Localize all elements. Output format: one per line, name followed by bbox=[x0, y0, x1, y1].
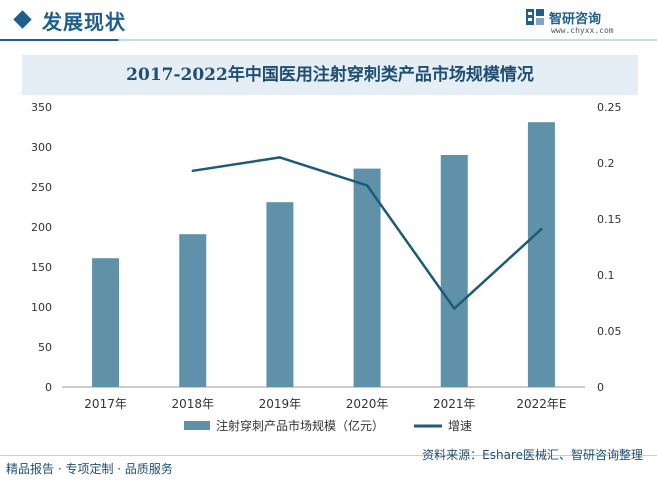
chart-title-band: 2017-2022年中国医用注射穿刺类产品市场规模情况 bbox=[22, 55, 638, 95]
combo-chart: 0 50 100 150 200 250 300 350 0 0.05 0.1 0.15 0.2 0.25… bbox=[31, 101, 622, 433]
left-axis-tick-label: 100 bbox=[31, 301, 52, 314]
logo-name: 智研咨询 bbox=[549, 12, 602, 27]
bar bbox=[353, 168, 381, 387]
right-axis-tick-label: 0 bbox=[597, 381, 604, 394]
logo-url: www.chyxx.com bbox=[551, 26, 614, 35]
footer-tagline: 精品报告 · 专项定制 · 品质服务 bbox=[6, 462, 173, 476]
bar bbox=[92, 258, 120, 387]
growth-point bbox=[278, 156, 282, 159]
growth-point bbox=[191, 169, 194, 173]
x-tick-label: 2020年 bbox=[346, 397, 389, 411]
right-axis-tick-label: 0.1 bbox=[597, 269, 615, 282]
bar bbox=[527, 122, 555, 387]
legend-bar-label: 注射穿刺产品市场规模（亿元） bbox=[216, 418, 384, 433]
right-axis-tick-label: 0.25 bbox=[597, 101, 622, 114]
legend-bar-swatch bbox=[184, 421, 210, 430]
left-axis-tick-label: 150 bbox=[31, 261, 52, 274]
x-tick-label: 2022年E bbox=[516, 397, 566, 411]
section-divider bbox=[0, 39, 657, 41]
chart-title: 2017-2022年中国医用注射穿刺类产品市场规模情况 bbox=[126, 65, 534, 85]
left-axis-tick-label: 350 bbox=[31, 101, 52, 114]
x-tick-label: 2021年 bbox=[433, 397, 476, 411]
logo-mark-icon bbox=[526, 9, 544, 25]
footer-divider bbox=[0, 455, 657, 456]
header-bar: 发展现状 智研咨询 www.chyxx.com bbox=[0, 0, 657, 40]
left-axis-tick-label: 50 bbox=[38, 341, 52, 354]
left-axis-tick-label: 300 bbox=[31, 141, 52, 154]
left-axis-tick-label: 200 bbox=[31, 221, 52, 234]
bar bbox=[179, 234, 207, 387]
diamond-icon bbox=[13, 10, 32, 29]
bar bbox=[440, 155, 468, 387]
bar bbox=[266, 202, 294, 387]
right-axis-tick-label: 0.2 bbox=[597, 157, 615, 170]
right-axis-tick-label: 0.15 bbox=[597, 213, 622, 226]
source-note: 资料来源：Eshare医械汇、智研咨询整理 bbox=[422, 448, 643, 462]
x-tick-label: 2018年 bbox=[171, 397, 214, 411]
left-axis-tick-label: 0 bbox=[45, 381, 52, 394]
x-tick-label: 2019年 bbox=[259, 397, 302, 411]
section-title: 发展现状 bbox=[42, 10, 126, 34]
growth-point bbox=[540, 227, 543, 231]
brand-logo: 智研咨询 www.chyxx.com bbox=[525, 7, 645, 37]
x-tick-label: 2017年 bbox=[84, 397, 127, 411]
growth-point bbox=[453, 307, 456, 310]
left-axis-tick-label: 250 bbox=[31, 181, 52, 194]
legend-line-label: 增速 bbox=[448, 419, 472, 433]
right-axis-tick-label: 0.05 bbox=[597, 325, 622, 338]
growth-point bbox=[365, 184, 369, 187]
